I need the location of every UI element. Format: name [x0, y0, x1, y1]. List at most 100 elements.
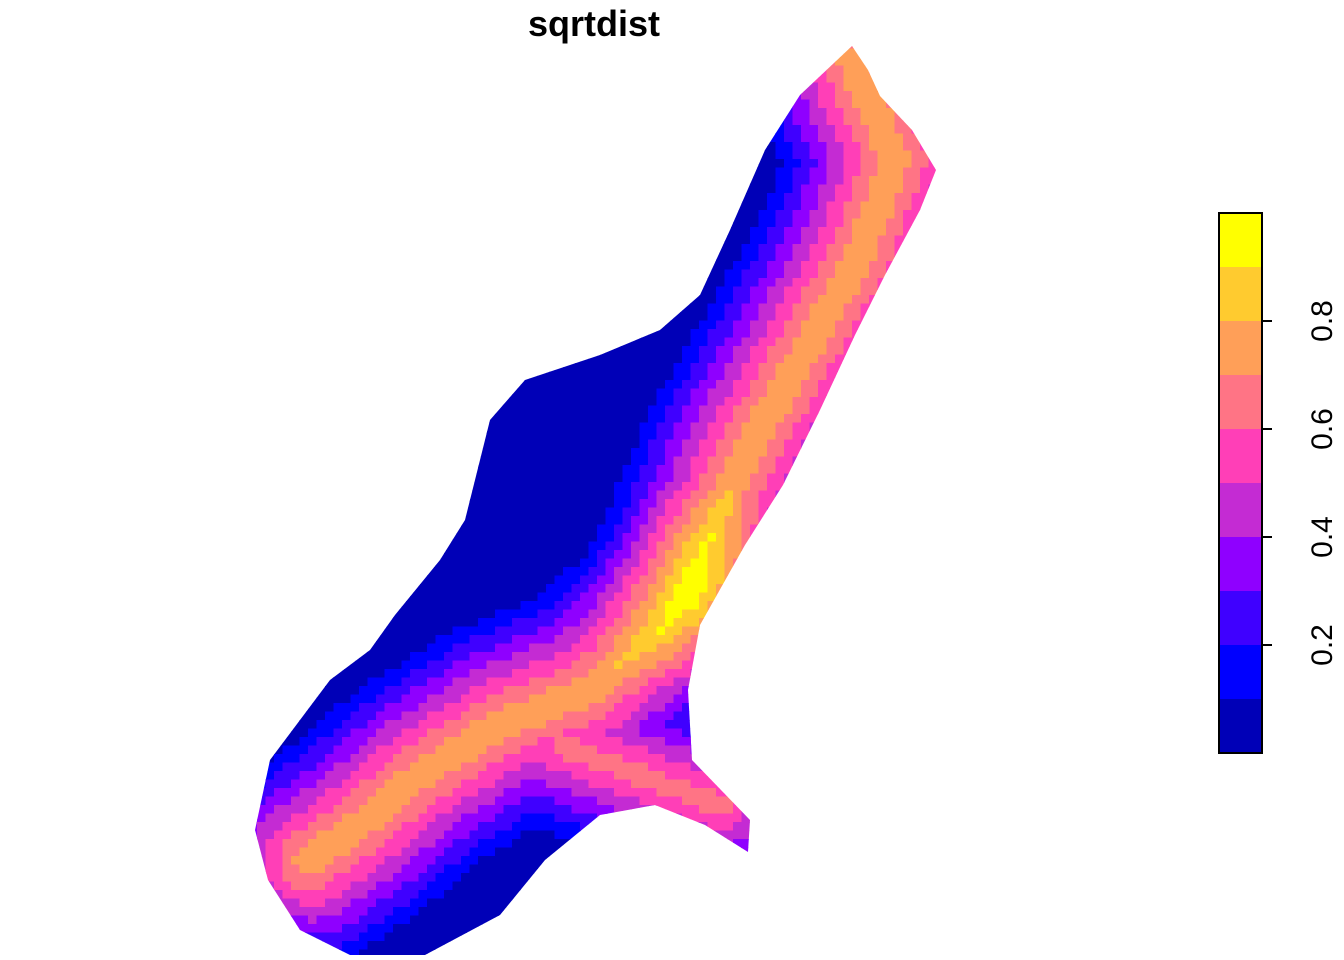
- raster-cell: [639, 210, 649, 220]
- raster-cell: [877, 65, 887, 75]
- raster-cell: [665, 482, 675, 492]
- raster-cell: [580, 48, 590, 58]
- raster-cell: [316, 235, 326, 245]
- raster-cell: [758, 456, 768, 466]
- raster-cell: [367, 227, 377, 237]
- raster-cell: [716, 125, 726, 135]
- raster-cell: [920, 57, 930, 67]
- raster-cell: [384, 125, 394, 135]
- raster-cell: [410, 235, 420, 245]
- raster-cell: [359, 354, 369, 364]
- raster-cell: [495, 371, 505, 381]
- raster-cell: [682, 48, 692, 58]
- raster-cell: [911, 337, 921, 347]
- raster-cell: [826, 82, 836, 92]
- raster-cell: [758, 286, 768, 296]
- raster-cell: [673, 167, 683, 177]
- raster-cell: [435, 533, 445, 543]
- raster-cell: [571, 303, 581, 313]
- raster-cell: [367, 167, 377, 177]
- raster-cell: [478, 456, 488, 466]
- raster-cell: [444, 269, 454, 279]
- raster-cell: [546, 465, 556, 475]
- raster-cell: [767, 46, 777, 50]
- raster-cell: [775, 176, 785, 186]
- raster-cell: [860, 312, 870, 322]
- raster-cell: [444, 176, 454, 186]
- raster-cell: [291, 74, 301, 84]
- raster-cell: [563, 133, 573, 143]
- raster-cell: [435, 388, 445, 398]
- raster-cell: [342, 414, 352, 424]
- raster-cell: [325, 167, 335, 177]
- raster-cell: [648, 490, 658, 500]
- raster-cell: [291, 405, 301, 415]
- raster-cell: [699, 184, 709, 194]
- raster-cell: [512, 448, 522, 458]
- raster-cell: [801, 473, 811, 483]
- raster-cell: [512, 57, 522, 67]
- raster-cell: [316, 74, 326, 84]
- raster-cell: [614, 371, 624, 381]
- raster-cell: [240, 40, 249, 49]
- raster-cell: [937, 525, 946, 534]
- raster-cell: [427, 227, 437, 237]
- raster-cell: [928, 167, 936, 177]
- raster-cell: [265, 193, 275, 203]
- raster-cell: [622, 133, 632, 143]
- raster-cell: [682, 184, 692, 194]
- raster-cell: [529, 363, 539, 373]
- raster-cell: [877, 312, 887, 322]
- raster-cell: [563, 329, 573, 339]
- raster-area: [240, 40, 963, 955]
- raster-cell: [750, 74, 760, 84]
- raster-cell: [563, 414, 573, 424]
- raster-cell: [954, 210, 963, 219]
- raster-cell: [665, 91, 675, 101]
- raster-cell: [571, 448, 581, 458]
- raster-cell: [401, 278, 411, 288]
- raster-cell: [622, 142, 632, 152]
- raster-cell: [571, 65, 581, 75]
- raster-cell: [257, 150, 267, 160]
- raster-cell: [886, 431, 896, 441]
- raster-cell: [597, 346, 607, 356]
- raster-cell: [452, 507, 462, 517]
- raster-cell: [410, 431, 420, 441]
- raster-cell: [741, 269, 751, 279]
- raster-cell: [784, 499, 794, 509]
- raster-cell: [682, 82, 692, 92]
- raster-cell: [444, 201, 454, 211]
- raster-cell: [656, 261, 666, 271]
- raster-cell: [954, 134, 963, 143]
- raster-cell: [333, 46, 343, 50]
- raster-cell: [401, 507, 411, 517]
- raster-cell: [835, 524, 845, 534]
- raster-cell: [367, 524, 377, 534]
- raster-cell: [350, 363, 360, 373]
- raster-cell: [750, 507, 760, 517]
- raster-cell: [291, 269, 301, 279]
- raster-cell: [495, 456, 505, 466]
- raster-cell: [444, 133, 454, 143]
- raster-cell: [852, 201, 862, 211]
- raster-cell: [495, 82, 505, 92]
- raster-cell: [274, 422, 284, 432]
- raster-cell: [554, 193, 564, 203]
- raster-cell: [316, 278, 326, 288]
- raster-cell: [597, 269, 607, 279]
- raster-cell: [495, 499, 505, 509]
- raster-cell: [512, 74, 522, 84]
- raster-cell: [554, 533, 564, 543]
- raster-cell: [843, 371, 853, 381]
- raster-cell: [946, 474, 955, 483]
- raster-cell: [316, 346, 326, 356]
- raster-cell: [597, 142, 607, 152]
- raster-cell: [580, 108, 590, 118]
- raster-cell: [809, 405, 819, 415]
- raster-cell: [240, 346, 249, 355]
- raster-cell: [512, 46, 522, 50]
- raster-cell: [826, 210, 836, 220]
- raster-cell: [333, 82, 343, 92]
- raster-cell: [401, 371, 411, 381]
